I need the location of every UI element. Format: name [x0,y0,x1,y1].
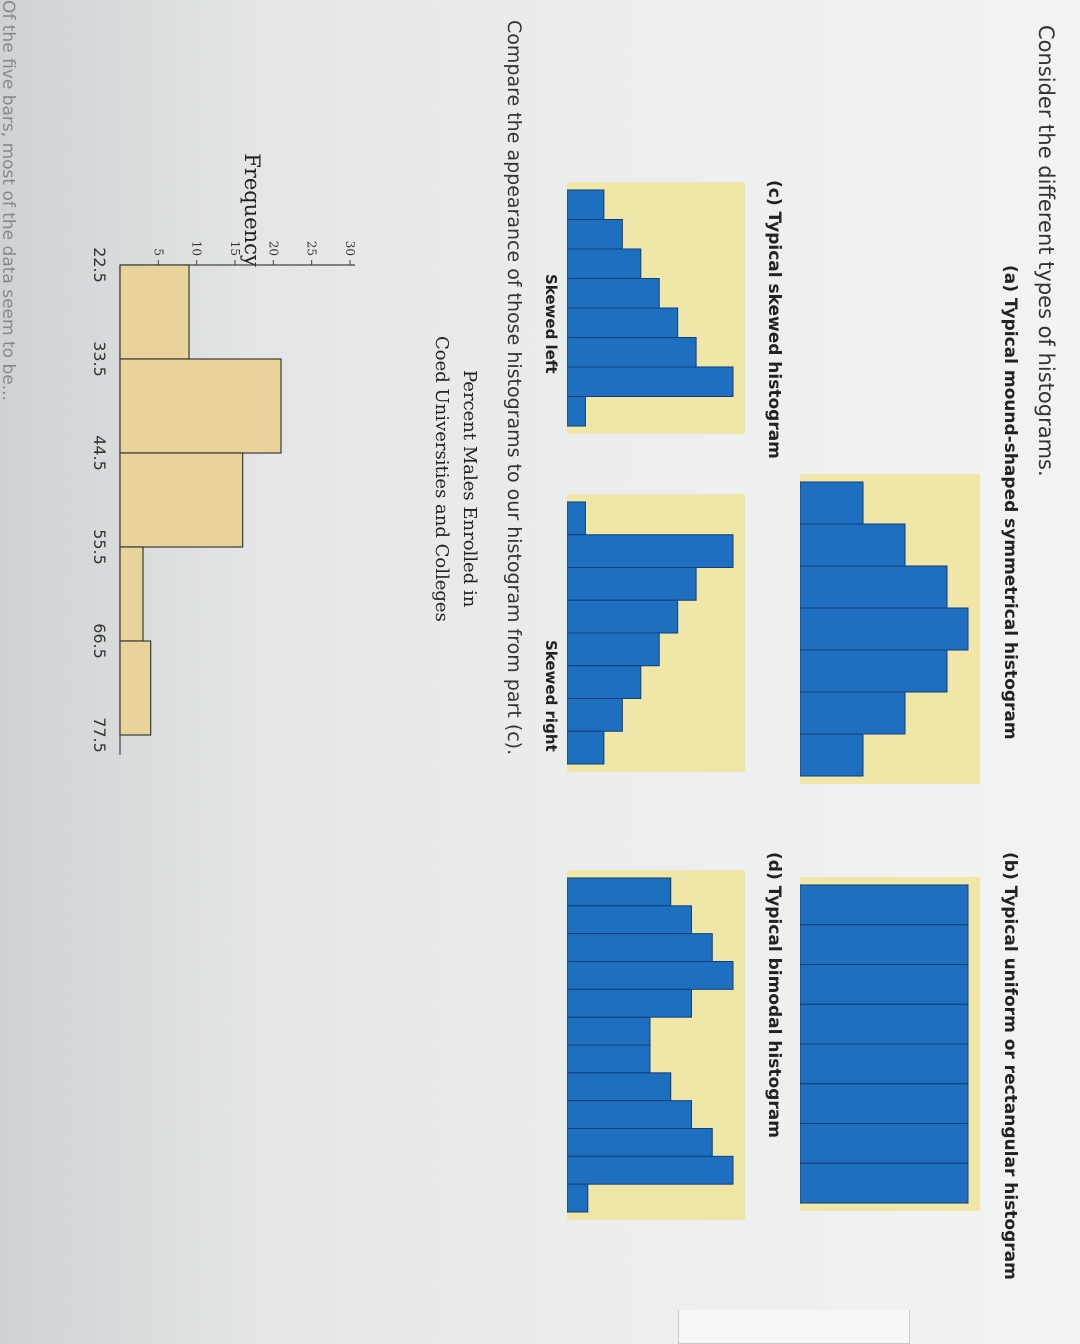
panel-d-bar [567,961,734,990]
panel-d-bar [567,1183,589,1213]
panel-d-bar [567,1128,713,1157]
histogram-bar [119,546,144,642]
panel-d-bar [567,1155,734,1185]
x-tick-label: 55.5 [90,529,109,565]
x-tick-label: 44.5 [90,435,109,471]
histogram-panel-c-left [567,182,745,434]
x-tick-label: 77.5 [90,717,109,753]
panel-c-left-bar [567,278,660,309]
histogram-bar [119,640,152,736]
panel-b-bar [800,964,969,1005]
panel-c-left-bar [567,396,586,427]
histogram-bar [119,452,244,548]
y-tick-label: 15 [228,241,242,256]
y-tick-label: 30 [343,241,357,256]
panel-c-right-svg [567,501,734,765]
panel-b-bar [800,924,969,965]
panel-c-right-bar [567,730,605,765]
y-tick-label: 25 [305,241,319,256]
main-chart-title-line2: Coed Universities and Colleges [431,336,452,622]
panel-c-left-bar [567,189,605,220]
cut-off-question-text: Of the five bars, most of the data seem … [0,0,18,401]
panel-c-right-bar [567,567,697,601]
panel-a-bar [800,733,864,777]
panel-c-right-bar [567,665,642,699]
panel-d-bar [567,1044,651,1074]
y-tick-label: 20 [266,241,280,256]
panel-b-bar [800,1043,969,1085]
panel-d-title: (d) Typical bimodal histogram [764,852,784,1138]
panel-b-bar [800,884,969,926]
y-tick-label: 10 [190,241,204,256]
compare-text: Compare the appearance of those histogra… [503,20,525,756]
panel-c-right-bar [567,501,586,536]
panel-b-bar [800,1162,969,1204]
panel-d-bar [567,1100,692,1130]
histogram-panel-c-right [567,494,745,772]
x-tick-label: 22.5 [90,247,109,283]
panel-c-left-bar [567,219,623,250]
panel-c-left-bar [567,248,642,279]
panel-b-bar [800,1123,969,1164]
skewed-right-label: Skewed right [542,640,560,752]
panel-c-left-svg [567,189,734,427]
y-tick-label: 5 [151,248,165,256]
panel-c-left-bar [567,307,679,338]
x-tick-label: 66.5 [90,623,109,659]
panel-c-left-bar [567,366,734,397]
panel-d-svg [567,877,734,1213]
panel-b-bar [800,1003,969,1045]
panel-c-right-bar [567,632,660,667]
panel-d-bar [567,1072,672,1102]
panel-c-right-bar [567,599,679,634]
panel-d-bar [567,933,713,963]
panel-c-left-bar [567,337,697,368]
panel-c-title: (c) Typical skewed histogram [764,180,784,459]
y-axis-label: Frequency [240,153,264,267]
question-intro: Consider the different types of histogra… [1034,25,1058,477]
panel-a-bar [800,481,864,525]
panel-a-bar [800,523,906,567]
histogram-bar [119,264,190,360]
panel-c-right-bar [567,698,623,732]
panel-b-svg [800,884,969,1204]
skewed-left-label: Skewed left [542,274,560,374]
panel-d-bar [567,988,692,1018]
panel-a-bar [800,649,948,693]
panel-a-bar [800,565,948,609]
panel-a-bar [800,691,906,735]
main-histogram: Frequency 5 10 15 20 25 30 22.5 33.5 44.5 55.5 66.5… [90,153,357,755]
histogram-bar [119,358,282,454]
histogram-panel-d [567,870,745,1220]
panel-b-bar [800,1083,969,1124]
answer-input-box[interactable] [678,1310,910,1344]
histogram-panel-b [800,877,980,1211]
main-chart-title-line1: Percent Males Enrolled in [459,370,480,608]
panel-d-bar [567,1016,651,1046]
panel-b-title: (b) Typical uniform or rectangular histo… [1000,852,1020,1280]
panel-d-bar [567,905,692,935]
x-tick-label: 33.5 [90,341,109,377]
panel-a-bar [800,607,969,651]
histogram-panel-a [800,474,980,784]
panel-a-svg [800,481,969,777]
panel-c-right-bar [567,534,734,568]
panel-a-title: (a) Typical mound-shaped symmetrical his… [1000,265,1020,740]
panel-d-bar [567,877,672,907]
